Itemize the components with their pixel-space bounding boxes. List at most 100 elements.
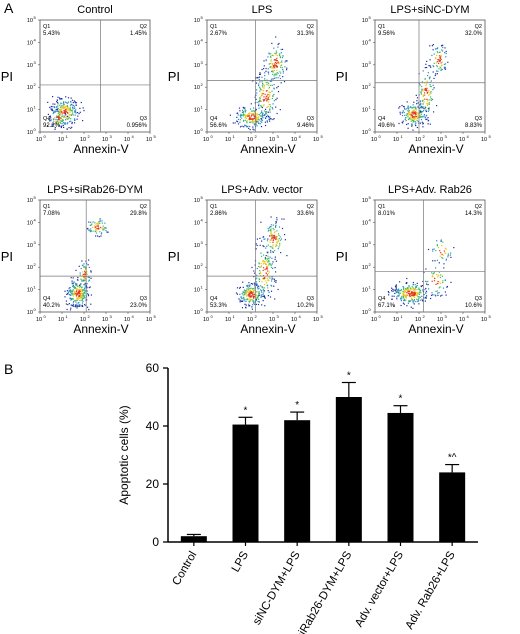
- flow-event-dot: [269, 256, 271, 258]
- flow-event-dot: [395, 284, 397, 286]
- flow-event-dot: [412, 121, 414, 123]
- flow-event-dot: [409, 106, 411, 108]
- y-tick-label: 10: [194, 265, 200, 271]
- flow-event-dot: [267, 295, 269, 297]
- flow-event-dot: [286, 255, 288, 257]
- flow-event-dot: [413, 294, 415, 296]
- flow-event-dot: [258, 122, 260, 124]
- flow-event-dot: [402, 105, 405, 108]
- flow-event-dot: [67, 122, 69, 124]
- flow-event-dot: [76, 294, 78, 296]
- flow-event-dot: [65, 114, 67, 116]
- flow-event-dot: [50, 117, 52, 119]
- flow-event-dot: [243, 107, 245, 109]
- x-tick-exponent: 2: [255, 134, 258, 139]
- flow-event-dot: [262, 236, 264, 238]
- flow-event-dot: [391, 295, 393, 297]
- flow-event-dot: [236, 116, 238, 118]
- flow-event-dot: [428, 89, 430, 92]
- flow-event-dot: [263, 110, 266, 112]
- flow-event-dot: [279, 242, 281, 244]
- flow-event-dot: [419, 299, 421, 301]
- flow-event-dot: [77, 292, 79, 294]
- y-tick-exponent: 5: [34, 195, 37, 200]
- flow-event-dot: [78, 113, 80, 115]
- flow-event-dot: [57, 96, 59, 98]
- flow-event-dot: [262, 275, 265, 277]
- x-tick-exponent: 1: [401, 134, 404, 139]
- x-tick-exponent: 3: [277, 314, 280, 319]
- flow-event-dot: [84, 290, 86, 292]
- flow-event-dot: [251, 288, 253, 291]
- flow-event-dot: [262, 288, 264, 291]
- flow-event-dot: [416, 126, 418, 129]
- x-tick-exponent: 0: [44, 134, 47, 139]
- flow-event-dot: [243, 289, 245, 291]
- flow-event-dot: [275, 222, 277, 225]
- flow-event-dot: [259, 271, 262, 273]
- flow-event-dot: [81, 296, 83, 298]
- flow-event-dot: [63, 107, 65, 110]
- flow-event-dot: [414, 287, 417, 289]
- flow-event-dot: [259, 90, 261, 92]
- flow-event-dot: [242, 112, 245, 114]
- panel-label-b: B: [4, 361, 13, 377]
- x-tick-exponent: 5: [489, 314, 492, 319]
- flow-event-dot: [84, 304, 86, 306]
- flow-event-dot: [266, 106, 268, 108]
- flow-event-dot: [440, 239, 442, 241]
- flow-event-dot: [74, 299, 76, 302]
- flow-event-dot: [417, 115, 419, 117]
- flow-event-dot: [253, 288, 255, 290]
- flow-event-dot: [258, 85, 260, 87]
- flow-event-dot: [253, 303, 256, 305]
- flow-event-dot: [263, 262, 265, 264]
- flow-event-dot: [252, 295, 254, 297]
- flow-event-dot: [413, 116, 415, 118]
- flow-event-dot: [411, 123, 413, 125]
- flow-event-dot: [418, 293, 420, 295]
- flow-event-dot: [267, 255, 269, 257]
- flow-event-dot: [425, 287, 427, 290]
- flow-event-dot: [422, 289, 424, 292]
- flow-event-dot: [262, 83, 264, 85]
- flow-event-dot: [279, 236, 281, 238]
- flow-event-dot: [417, 116, 420, 118]
- flow-event-dot: [444, 68, 446, 70]
- flow-event-dot: [259, 81, 261, 83]
- flow-event-dot: [69, 111, 71, 113]
- flow-event-dot: [281, 227, 284, 230]
- flow-event-dot: [268, 258, 270, 260]
- flow-event-dot: [276, 217, 278, 219]
- flow-event-dot: [423, 94, 425, 96]
- flow-event-dot: [256, 77, 258, 79]
- flow-event-dot: [283, 218, 285, 220]
- flow-event-dot: [438, 68, 440, 70]
- flow-event-dot: [418, 296, 420, 298]
- flow-event-dot: [408, 293, 410, 295]
- flow-event-dot: [264, 84, 266, 86]
- flow-event-dot: [450, 281, 452, 283]
- flow-event-dot: [83, 288, 85, 290]
- flow-event-dot: [54, 111, 56, 113]
- y-tick-label: 10: [362, 310, 368, 316]
- y-tick-exponent: 0: [369, 127, 372, 132]
- quadrant-name: Q1: [210, 24, 217, 30]
- flow-event-dot: [426, 92, 428, 94]
- flow-event-dot: [403, 303, 405, 305]
- flow-event-dot: [417, 113, 419, 115]
- flow-event-dot: [277, 239, 279, 241]
- flow-event-dot: [280, 65, 282, 67]
- quadrant-name: Q4: [43, 296, 50, 302]
- flow-event-dot: [434, 74, 436, 77]
- flow-event-dot: [439, 66, 441, 68]
- flow-event-dot: [103, 227, 105, 229]
- flow-event-dot: [403, 112, 405, 114]
- flow-event-dot: [418, 297, 420, 299]
- flow-event-dot: [405, 299, 407, 301]
- flow-event-dot: [103, 229, 105, 231]
- y-tick-exponent: 4: [369, 217, 372, 222]
- flow-event-dot: [412, 288, 415, 290]
- flow-event-dot: [402, 297, 405, 299]
- flow-event-dot: [252, 110, 254, 112]
